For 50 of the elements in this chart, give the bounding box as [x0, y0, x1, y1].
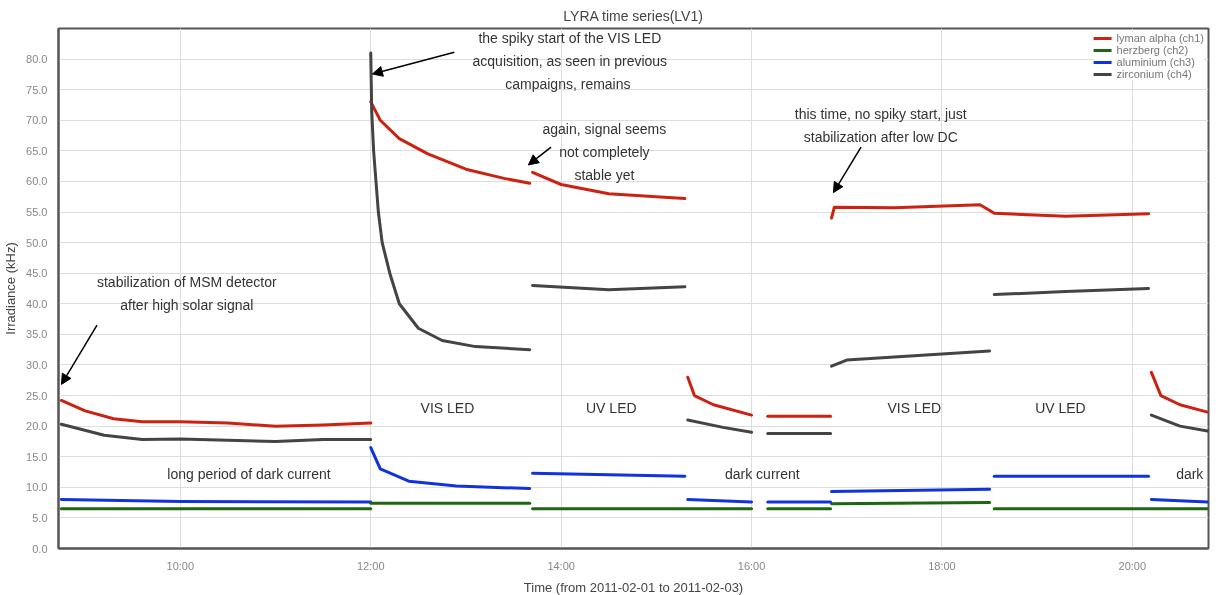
chart-title: LYRA time series(LV1)	[563, 7, 703, 24]
y-tick-label: 25.0	[26, 389, 48, 402]
legend-label: zirconium (ch4)	[1116, 68, 1192, 80]
legend-label: aluminium (ch3)	[1116, 56, 1195, 68]
x-tick-label: 18:00	[928, 559, 956, 572]
y-tick-label: 75.0	[26, 83, 48, 96]
y-tick-label: 0.0	[32, 542, 48, 555]
x-tick-label: 16:00	[737, 559, 766, 572]
y-tick-label: 30.0	[26, 358, 48, 371]
legend-label: herzberg (ch2)	[1116, 44, 1189, 56]
line-series	[369, 446, 532, 491]
annotation: this time, no spiky start, just stabilization after low DC	[794, 105, 967, 145]
line-series	[59, 398, 373, 428]
x-tick-label: 12:00	[356, 559, 385, 572]
line-series	[531, 170, 687, 201]
line-series	[59, 422, 373, 443]
annotation: UV LED	[1035, 400, 1086, 417]
y-tick-label: 35.0	[26, 328, 48, 341]
y-tick-label: 55.0	[26, 206, 48, 219]
annotation: the spiky start of the VIS LED acquisition, as seen in previous campaigns, remains	[472, 29, 668, 93]
line-series	[369, 100, 532, 185]
annotation: long period of dark current	[167, 466, 331, 483]
y-tick-label: 80.0	[26, 53, 48, 66]
y-tick-label: 70.0	[26, 114, 48, 127]
y-tick-label: 65.0	[26, 144, 48, 157]
line-series	[686, 375, 754, 417]
y-tick-label: 20.0	[26, 420, 48, 433]
y-tick-label: 5.0	[32, 511, 48, 524]
annotation: dark	[1176, 466, 1205, 483]
y-tick-label: 15.0	[26, 450, 48, 463]
annotation: VIS LED	[420, 400, 475, 417]
y-axis-title: Irradiance (kHz)	[3, 242, 19, 335]
y-tick-label: 10.0	[26, 481, 48, 494]
annotation: VIS LED	[887, 400, 942, 417]
x-tick-label: 10:00	[166, 559, 195, 572]
line-series	[1149, 370, 1209, 414]
y-tick-label: 40.0	[26, 297, 48, 310]
annotation: UV LED	[586, 400, 637, 417]
y-tick-label: 50.0	[26, 236, 48, 249]
y-tick-label: 45.0	[26, 267, 48, 280]
annotation: stabilization of MSM detector after high solar signal	[96, 273, 278, 314]
y-tick-label: 60.0	[26, 175, 48, 188]
line-series	[830, 203, 1151, 220]
x-tick-label: 14:00	[547, 559, 575, 572]
line-series	[830, 349, 992, 368]
x-axis-title: Time (from 2011-02-01 to 2011-02-03)	[523, 579, 744, 595]
legend-label: lyman alpha (ch1)	[1116, 32, 1204, 44]
annotation: again, signal seems not completely stable yet	[542, 120, 667, 184]
annotation: dark current	[724, 466, 800, 483]
x-tick-label: 20:00	[1118, 559, 1147, 572]
